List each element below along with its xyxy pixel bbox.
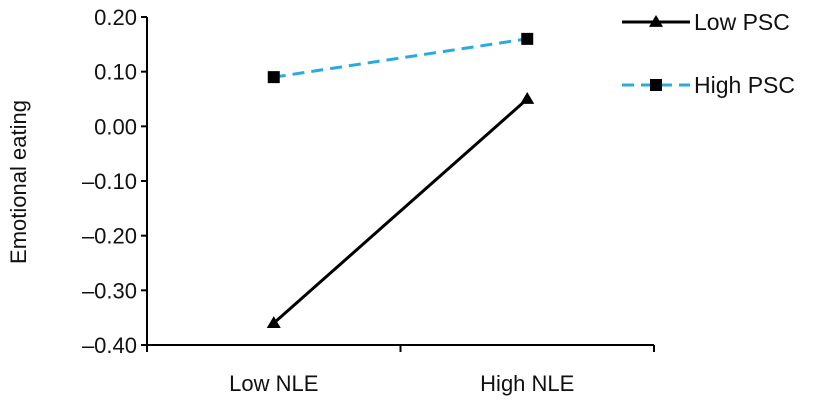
legend-label: High PSC — [694, 72, 795, 98]
series-line — [272, 97, 529, 325]
x-ticks: Low NLE High NLE — [146, 345, 655, 396]
data-point — [267, 71, 280, 84]
x-axis: Low NLE High NLE — [146, 344, 655, 396]
data-point — [266, 316, 281, 329]
legend-label: Low PSC — [694, 9, 790, 35]
x-tick-label: Low NLE — [229, 371, 318, 396]
data-point — [521, 32, 534, 45]
legend: Low PSC High PSC — [622, 9, 795, 98]
y-tick-label: –0.20 — [82, 224, 137, 249]
series — [266, 32, 535, 329]
y-tick-label: 0.20 — [94, 5, 137, 30]
legend-item: High PSC — [622, 72, 795, 98]
y-axis: Emotional eating 0.20 0.10 0.00 –0.10 –0.20 –… — [6, 5, 148, 358]
x-tick-label: High NLE — [480, 371, 574, 396]
legend-item: Low PSC — [622, 9, 790, 35]
y-tick-label: –0.40 — [82, 333, 137, 358]
y-tick-label: 0.00 — [94, 114, 137, 139]
y-tick-label: 0.10 — [94, 60, 137, 85]
legend-marker — [650, 79, 662, 91]
series-0 — [266, 92, 535, 329]
y-tick-label: –0.10 — [82, 169, 137, 194]
y-ticks: 0.20 0.10 0.00 –0.10 –0.20 –0.30 –0.40 — [82, 5, 147, 358]
data-point — [520, 92, 535, 104]
series-line — [273, 37, 528, 79]
y-axis-title: Emotional eating — [6, 100, 31, 264]
series-1 — [267, 32, 534, 84]
y-tick-label: –0.30 — [82, 278, 137, 303]
legend-marker — [649, 15, 663, 27]
